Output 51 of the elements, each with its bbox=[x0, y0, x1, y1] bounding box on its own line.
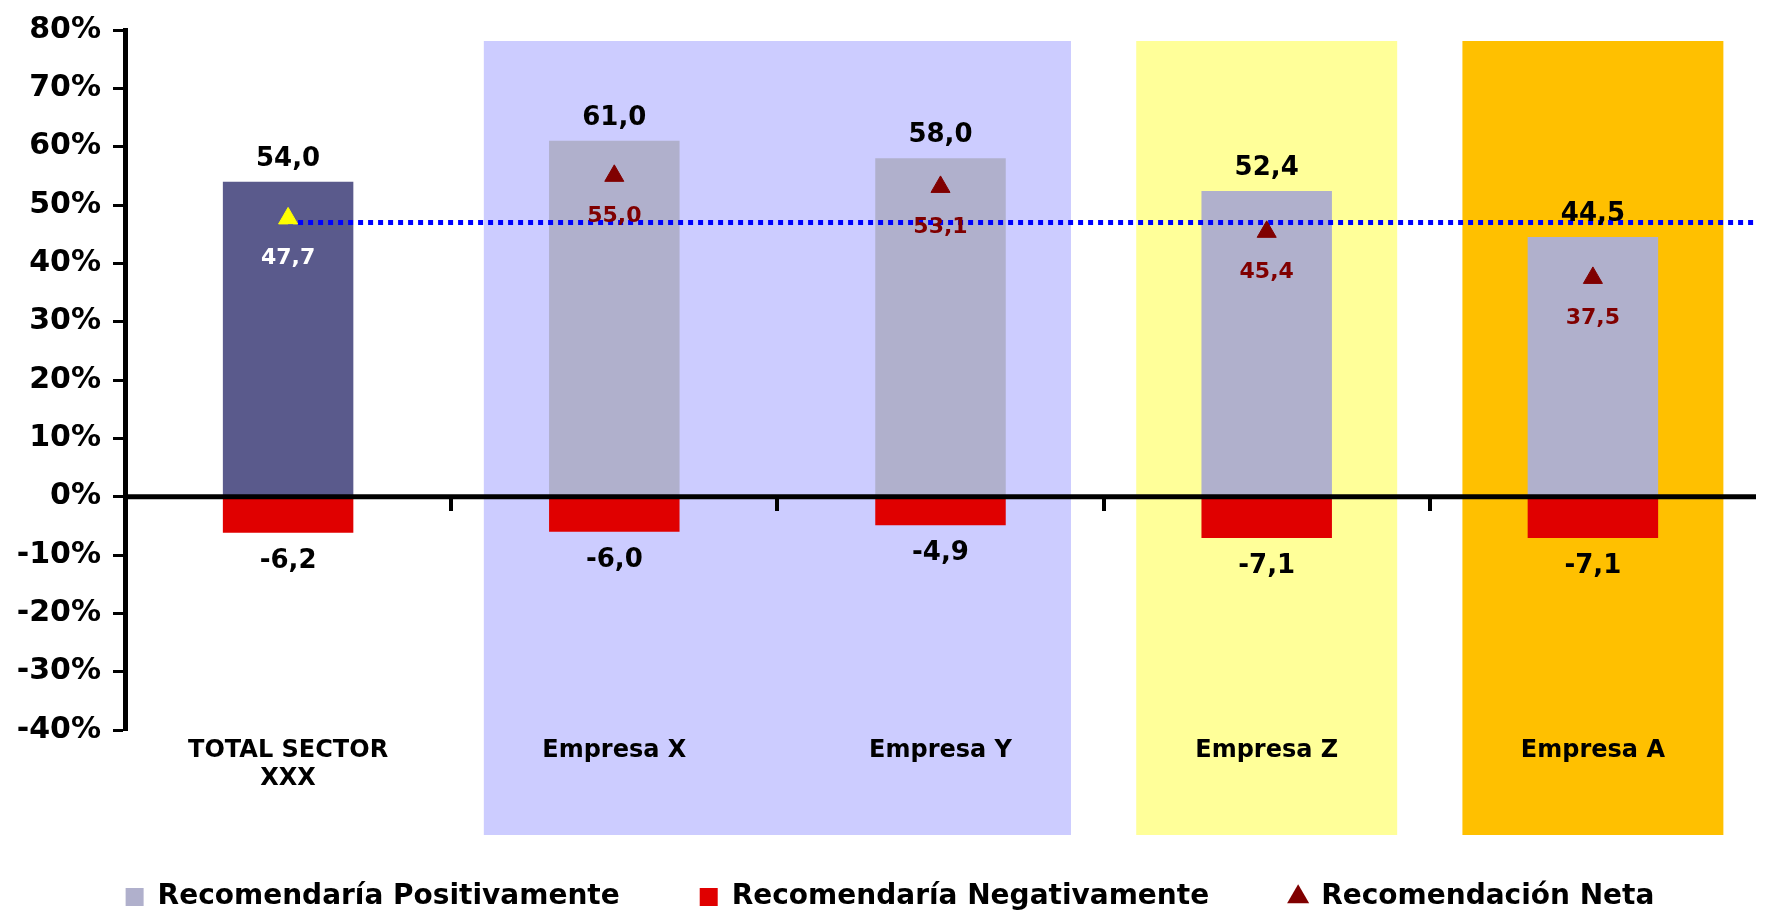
data-label: -4,9 bbox=[912, 536, 969, 567]
x-tick-label: TOTAL SECTOR XXX bbox=[188, 734, 389, 792]
y-tick-label: 20% bbox=[29, 359, 101, 395]
y-tick-label: -20% bbox=[16, 593, 101, 629]
data-label: 54,0 bbox=[256, 141, 321, 172]
data-label: 47,7 bbox=[260, 244, 316, 270]
data-label: 45,4 bbox=[1239, 257, 1294, 283]
point bbox=[604, 164, 625, 182]
bar bbox=[222, 497, 354, 533]
data-label: -6,0 bbox=[585, 542, 643, 573]
y-tick-label: 0% bbox=[50, 476, 101, 512]
x-tick-label: Empresa Z bbox=[1195, 734, 1339, 763]
data-label: 37,5 bbox=[1565, 303, 1621, 329]
y-tick-label: -10% bbox=[16, 534, 101, 570]
bar bbox=[222, 181, 354, 497]
bar bbox=[1527, 237, 1659, 497]
x-tick-label: Empresa X bbox=[542, 734, 687, 763]
bar bbox=[549, 497, 680, 532]
data-label: 53,1 bbox=[913, 212, 968, 238]
bar bbox=[1201, 191, 1332, 497]
point bbox=[278, 206, 299, 225]
y-tick-label: 40% bbox=[29, 243, 101, 279]
legend-label: Recomendaría Negativamente bbox=[731, 878, 1210, 912]
data-label: 58,0 bbox=[908, 118, 973, 149]
bar bbox=[875, 158, 1006, 497]
data-label: 52,4 bbox=[1234, 151, 1299, 181]
bar bbox=[1527, 497, 1659, 539]
data-label: -7,1 bbox=[1564, 549, 1622, 580]
y-tick-label: 80% bbox=[29, 9, 101, 45]
y-tick-label: 10% bbox=[29, 418, 101, 454]
point bbox=[1256, 220, 1277, 238]
y-tick-label: 70% bbox=[29, 68, 101, 104]
data-label: -6,2 bbox=[259, 543, 317, 574]
y-tick-label: -30% bbox=[16, 651, 101, 687]
data-label: 55,0 bbox=[587, 201, 642, 227]
y-tick-label: 50% bbox=[29, 184, 101, 220]
point bbox=[1582, 266, 1603, 284]
legend-label: Recomendación Neta bbox=[1321, 878, 1655, 912]
bar bbox=[875, 497, 1006, 526]
point bbox=[930, 175, 951, 193]
y-tick-label: 60% bbox=[29, 126, 101, 162]
x-tick-label: Empresa A bbox=[1520, 734, 1666, 763]
bar bbox=[549, 140, 680, 497]
data-label: 44,5 bbox=[1560, 197, 1625, 228]
data-label: 61,0 bbox=[582, 100, 647, 131]
y-tick-label: -40% bbox=[16, 709, 101, 745]
legend-label: Recomendaría Positivamente bbox=[157, 878, 620, 912]
y-tick-label: 30% bbox=[29, 301, 101, 337]
x-tick-label: Empresa Y bbox=[869, 734, 1013, 763]
bar bbox=[1201, 497, 1332, 539]
data-label: -7,1 bbox=[1238, 549, 1296, 580]
